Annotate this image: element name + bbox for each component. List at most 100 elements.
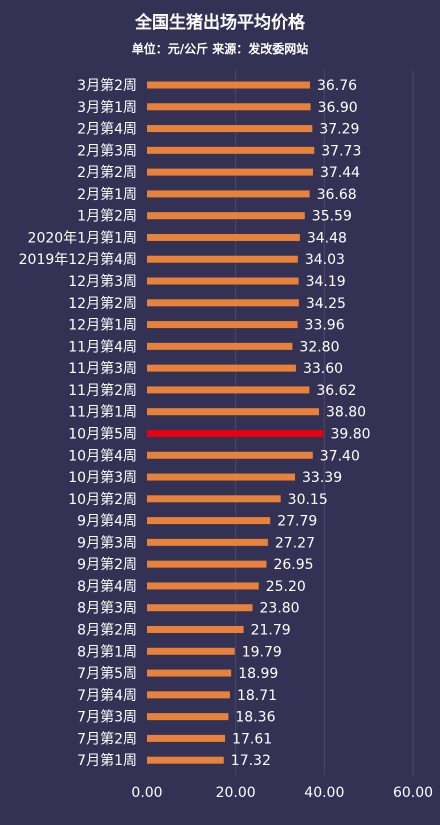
value-label: 36.62 [316, 383, 356, 399]
chart-title: 全国生猪出场平均价格 [135, 13, 305, 33]
bar [147, 212, 305, 220]
value-label: 17.32 [231, 753, 271, 769]
bar [147, 255, 298, 263]
bar [147, 756, 224, 764]
bar [147, 604, 253, 612]
bar [147, 146, 315, 154]
category-label: 2月第3周 [77, 142, 137, 159]
value-label: 36.76 [317, 78, 357, 94]
bar [147, 582, 259, 590]
category-label: 1月第2周 [77, 208, 137, 225]
value-label: 18.99 [238, 666, 278, 682]
bar [147, 691, 230, 699]
bar [147, 734, 226, 742]
value-label: 37.29 [319, 122, 359, 138]
value-label: 27.27 [275, 535, 315, 551]
category-label: 3月第1周 [77, 99, 137, 116]
category-label: 7月第5周 [77, 665, 137, 682]
category-label: 8月第3周 [77, 600, 137, 617]
value-label: 32.80 [299, 339, 339, 355]
value-label: 18.36 [235, 710, 275, 726]
category-label: 2019年12月第4周 [19, 251, 137, 268]
x-tick-label: 40.00 [304, 785, 344, 801]
bar [147, 538, 268, 546]
category-label: 8月第4周 [77, 578, 137, 595]
bar [147, 342, 293, 350]
bar [147, 647, 235, 655]
value-label: 38.80 [326, 405, 366, 421]
bar [147, 103, 311, 111]
value-label: 34.03 [305, 252, 345, 268]
chart-subtitle: 单位：元/公斤 来源：发改委网站 [131, 42, 309, 56]
category-label: 11月第4周 [68, 338, 137, 355]
bar [147, 408, 320, 416]
value-label: 33.60 [303, 361, 343, 377]
value-label: 30.15 [288, 492, 328, 508]
bar [147, 517, 271, 525]
bar [147, 386, 310, 394]
bar [147, 168, 313, 176]
bar [147, 190, 310, 198]
value-label: 27.79 [277, 514, 317, 530]
bar [147, 299, 299, 307]
bar [147, 626, 244, 633]
category-label: 10月第3周 [68, 469, 137, 486]
bar [147, 277, 299, 285]
category-label: 3月第2周 [77, 77, 137, 94]
value-label: 33.96 [305, 318, 345, 334]
value-label: 18.71 [237, 688, 277, 704]
value-label: 33.39 [302, 470, 342, 486]
category-label: 7月第4周 [77, 687, 137, 704]
value-label: 36.68 [317, 187, 357, 203]
category-label: 7月第2周 [77, 730, 137, 747]
bar [147, 321, 298, 329]
category-label: 11月第1周 [68, 404, 137, 421]
value-label: 34.48 [307, 230, 347, 246]
value-label: 36.90 [318, 100, 358, 116]
value-label: 26.95 [273, 557, 313, 573]
category-label: 8月第2周 [77, 622, 137, 639]
bar [147, 473, 296, 481]
category-label: 2月第2周 [77, 164, 137, 181]
category-label: 7月第3周 [77, 709, 137, 726]
category-label: 9月第2周 [77, 556, 137, 573]
bar [147, 669, 232, 677]
value-label: 34.19 [306, 274, 346, 290]
category-label: 9月第3周 [77, 534, 137, 551]
bar [147, 451, 313, 459]
bar [147, 495, 281, 503]
category-label: 8月第1周 [77, 643, 137, 660]
category-label: 2月第4周 [77, 121, 137, 138]
x-tick-label: 60.00 [393, 785, 433, 801]
category-label: 10月第2周 [68, 491, 137, 508]
x-tick-label: 0.00 [131, 785, 162, 801]
category-label: 12月第2周 [68, 295, 137, 312]
bar [147, 81, 310, 89]
category-label: 2月第1周 [77, 186, 137, 203]
category-label: 12月第3周 [68, 273, 137, 290]
value-label: 25.20 [266, 579, 306, 595]
bar-highlight [147, 429, 324, 437]
bar [147, 560, 267, 568]
bar [147, 233, 300, 241]
value-label: 23.80 [260, 601, 300, 617]
bar [147, 125, 313, 133]
value-label: 17.61 [232, 731, 272, 747]
value-label: 34.25 [306, 296, 346, 312]
category-label: 7月第1周 [77, 752, 137, 769]
value-label: 21.79 [251, 623, 291, 639]
category-label: 2020年1月第1周 [28, 229, 137, 246]
bar [147, 713, 229, 721]
category-label: 9月第4周 [77, 513, 137, 530]
value-label: 37.73 [321, 143, 361, 159]
category-label: 10月第5周 [68, 425, 137, 442]
category-label: 10月第4周 [68, 447, 137, 464]
category-label: 12月第1周 [68, 317, 137, 334]
value-label: 19.79 [242, 644, 282, 660]
value-label: 37.44 [320, 165, 360, 181]
value-label: 35.59 [312, 209, 352, 225]
value-label: 37.40 [320, 448, 360, 464]
value-label: 39.80 [330, 426, 370, 442]
